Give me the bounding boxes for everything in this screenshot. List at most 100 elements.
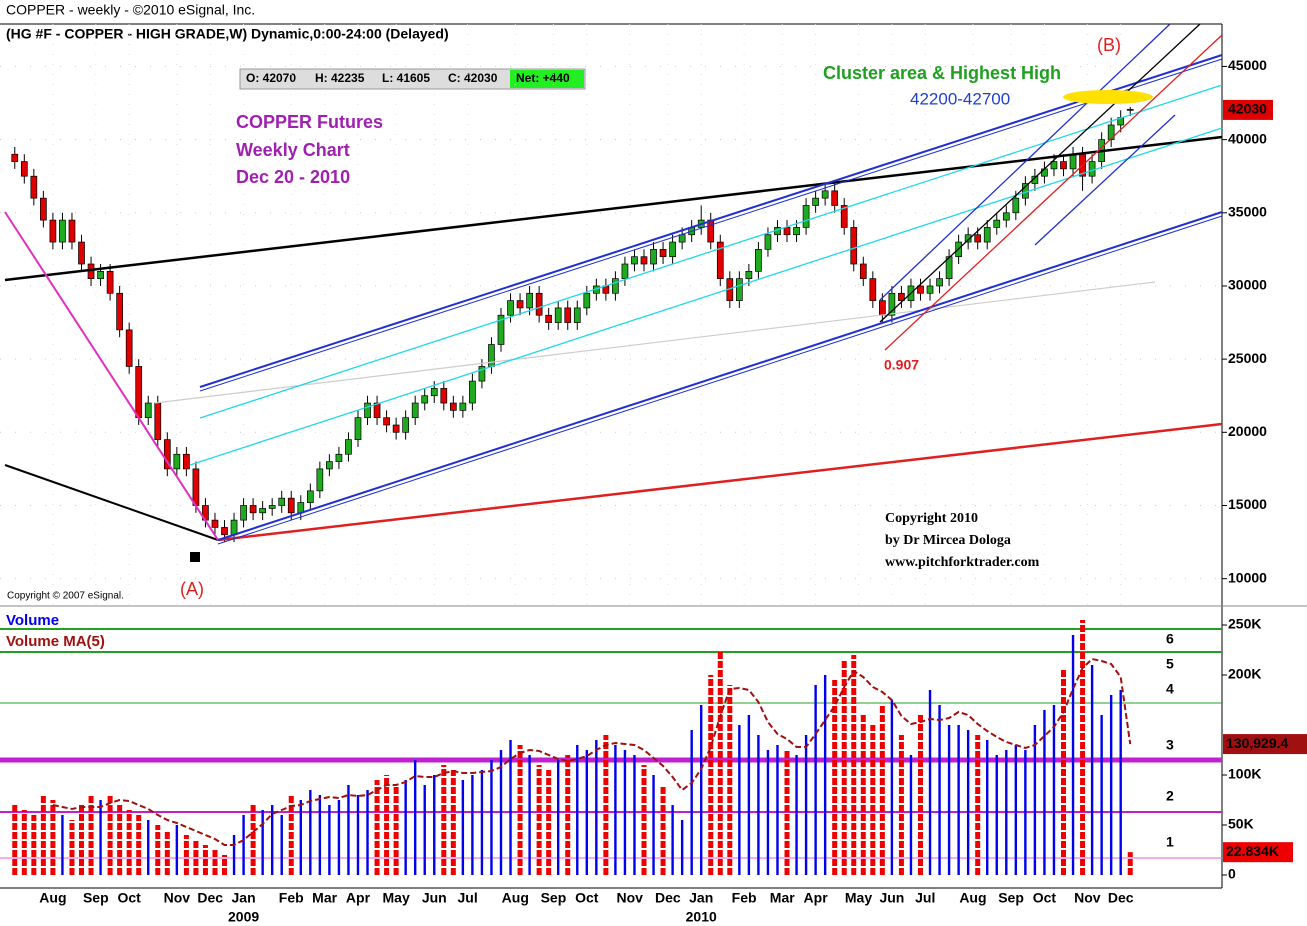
volume-bar (690, 730, 693, 875)
candle-body (259, 508, 266, 514)
net-bg (510, 70, 584, 88)
candle-body (345, 439, 352, 455)
candle-body (659, 249, 667, 258)
volume-bar (337, 800, 341, 875)
y-tick-label: 45000 (1228, 57, 1267, 73)
volume-bar (480, 770, 484, 875)
candle-body (97, 270, 104, 279)
volume-bar (490, 760, 493, 875)
volume-bar (776, 745, 779, 875)
candle-body (392, 424, 400, 433)
candle-body (631, 256, 638, 265)
volume-bar (1005, 750, 1008, 875)
legend-entry: Volume MA(5) (6, 633, 105, 650)
fork-line (199, 58, 1223, 392)
candle-body (364, 402, 371, 419)
cluster-highlight (1063, 90, 1153, 104)
candle-body (469, 380, 476, 404)
x-tick-label: Oct (1033, 890, 1057, 906)
ma-line (52, 657, 1132, 846)
candle-body (545, 314, 553, 323)
y-tick-label: 40000 (1228, 130, 1267, 146)
year-label: 2009 (228, 909, 259, 925)
fork-line (217, 211, 1223, 541)
cluster-label: Cluster area & Highest High (823, 63, 1061, 83)
volume-bar (423, 785, 426, 875)
candle-body (240, 505, 247, 521)
value-label: 130,929.4 (1226, 735, 1288, 751)
header-title: COPPER - weekly - ©2010 eSignal, Inc. (6, 2, 255, 18)
candle-body (755, 249, 762, 272)
candle-body (30, 175, 38, 199)
candle-body (993, 219, 1001, 228)
level-label: 4 (1166, 681, 1174, 697)
candle-body (20, 161, 28, 177)
candle-body (650, 249, 657, 265)
candle-body (812, 197, 819, 206)
trend-line (154, 281, 1156, 404)
volume-bar (328, 805, 331, 875)
volume-bar (461, 780, 465, 875)
candle-body (440, 388, 448, 404)
candle-body (583, 292, 591, 309)
candle-body (983, 227, 991, 243)
y-tick-label: 50K (1228, 816, 1254, 832)
point-label: (A) (180, 579, 204, 599)
candle-body (888, 292, 896, 316)
volume-bar (576, 745, 579, 875)
ohlc-net: Net: +440 (516, 71, 570, 85)
copyright: www.pitchforktrader.com (885, 555, 1040, 570)
candle-body (716, 241, 724, 279)
candle-body (859, 263, 867, 279)
candle-body (735, 278, 743, 301)
candle-body (669, 241, 676, 258)
volume-bar (585, 750, 589, 875)
candle-body (78, 241, 85, 265)
x-tick-label: Feb (279, 890, 304, 906)
candle-body (1126, 108, 1134, 111)
ohlc-box: O: 42070 H: 42235 L: 41605 C: 42030 Net:… (239, 68, 586, 90)
candle-body (383, 417, 390, 426)
candle-body (526, 292, 533, 309)
volume-bar (947, 725, 951, 875)
candle-body (707, 219, 715, 243)
volume-bar (766, 750, 770, 875)
candle-body (1107, 124, 1115, 140)
volume-bar (556, 760, 560, 875)
x-tick-label: Jul (458, 890, 478, 906)
candle-body (373, 402, 381, 419)
point-label: (B) (1097, 35, 1121, 55)
candle-body (144, 402, 152, 419)
candle-body (507, 300, 514, 316)
fork-line (217, 215, 1223, 545)
volume-bar (623, 750, 627, 875)
candle-body (974, 234, 982, 243)
candle-body (183, 453, 190, 470)
candle-body (1002, 212, 1010, 221)
x-tick-label: Jun (422, 890, 447, 906)
candle-body (249, 505, 257, 514)
price-panel: 10000 15000 20000 25000 30000 35000 40000 45000… (0, 24, 1273, 605)
y-tick-label: 100K (1228, 766, 1261, 782)
annotations: COPPER Futures Weekly Chart Dec 20 - 201… (7, 35, 1121, 602)
candle-body (106, 270, 114, 294)
volume-bar (99, 800, 102, 875)
candle-body (354, 417, 362, 440)
x-tick-label: Nov (164, 890, 191, 906)
volume-bar (757, 735, 760, 875)
volume-bar (957, 725, 960, 875)
candle-body (59, 219, 66, 243)
candle-body (640, 256, 648, 265)
volume-bar (404, 780, 407, 875)
candle-body (564, 307, 572, 323)
candle-body (573, 307, 581, 323)
volume-bar (309, 790, 312, 875)
y-tick-label: 10000 (1228, 569, 1267, 585)
candle-body (764, 234, 772, 250)
volume-bar (1119, 690, 1122, 875)
candle-body (926, 285, 934, 294)
header-subtitle: (HG #F - COPPER - HIGH GRADE,W) Dynamic,… (6, 26, 449, 42)
x-tick-label: Oct (118, 890, 142, 906)
trend-line (4, 464, 219, 541)
y-tick-label: 200K (1228, 666, 1261, 682)
